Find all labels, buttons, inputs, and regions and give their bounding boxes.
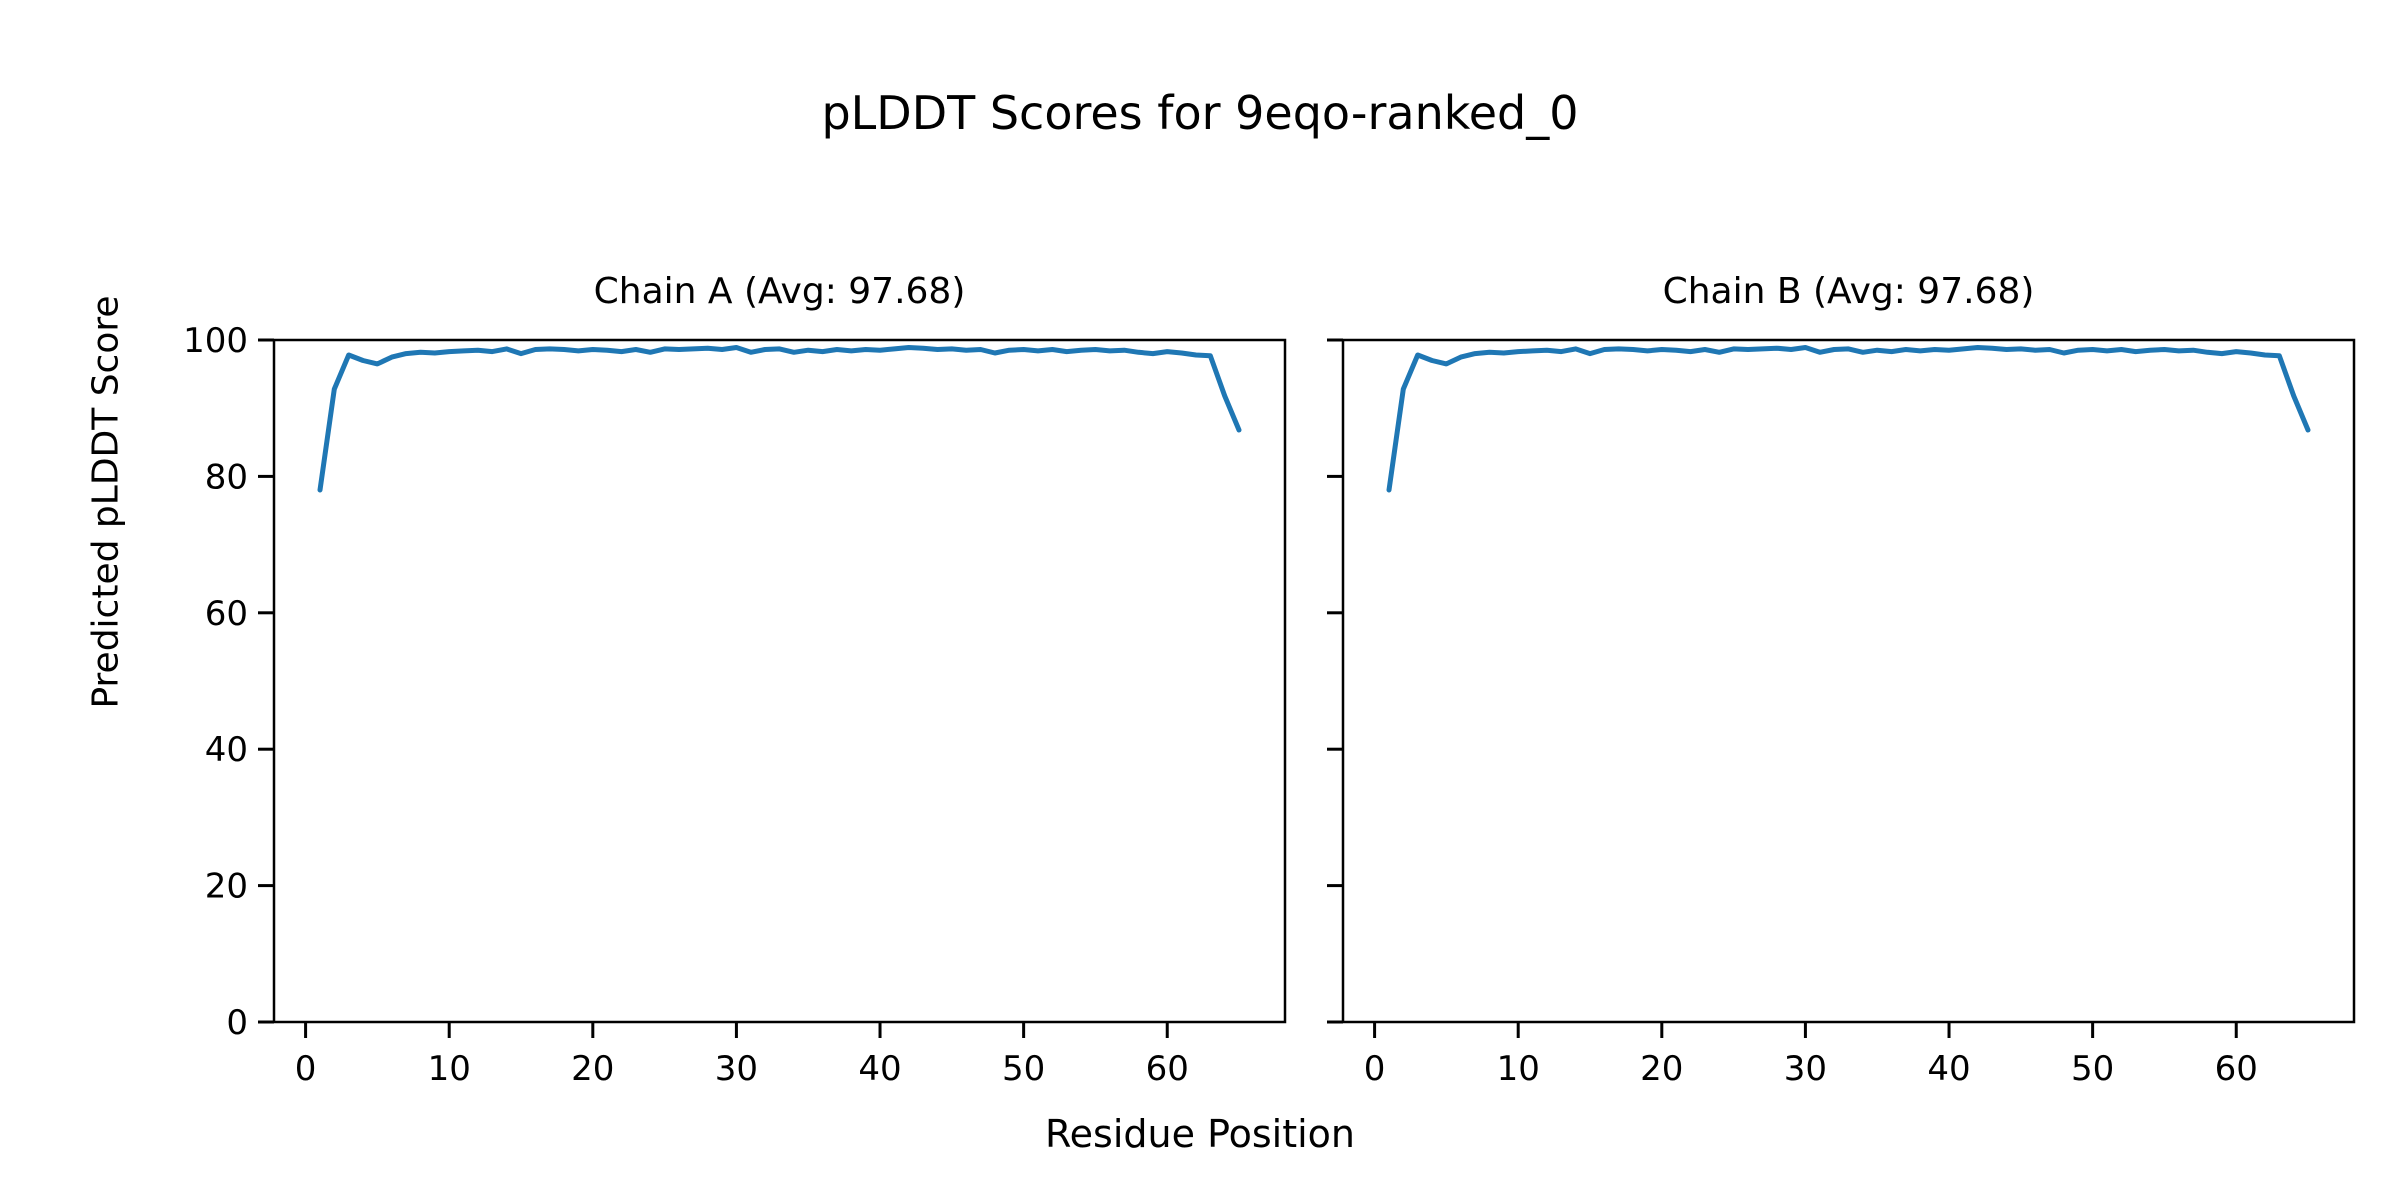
x-tick-label: 0 xyxy=(295,1049,317,1089)
x-tick-label: 30 xyxy=(715,1049,758,1089)
chain-a-subplot-title: Chain A (Avg: 97.68) xyxy=(593,271,966,312)
x-tick-label: 60 xyxy=(2215,1049,2258,1089)
plddt-line xyxy=(317,345,1242,493)
y-tick-label: 40 xyxy=(205,730,248,770)
x-tick-label: 40 xyxy=(858,1049,901,1089)
y-tick-label: 60 xyxy=(205,594,248,634)
axes-spines xyxy=(272,338,1287,1024)
axes-spines xyxy=(1341,338,2356,1024)
x-tick-label: 10 xyxy=(1497,1049,1540,1089)
chain-b-subplot-title: Chain B (Avg: 97.68) xyxy=(1662,271,2035,312)
chain-a-axes: 0 10 20 30 40 50 60 0 20 40 60 80 100 xyxy=(183,321,1287,1089)
x-tick-label: 20 xyxy=(571,1049,614,1089)
x-tick-label: 30 xyxy=(1784,1049,1827,1089)
x-tick-label: 0 xyxy=(1364,1049,1386,1089)
y-tick-label: 80 xyxy=(205,457,248,497)
x-tick-label: 10 xyxy=(428,1049,471,1089)
chain-b-axes: 0 10 20 30 40 50 60 xyxy=(1327,338,2356,1089)
x-tick-label: 40 xyxy=(1927,1049,1970,1089)
x-tick-label: 20 xyxy=(1640,1049,1683,1089)
x-tick-label: 50 xyxy=(2071,1049,2114,1089)
plddt-line xyxy=(1386,345,2311,493)
figure-title: pLDDT Scores for 9eqo-ranked_0 xyxy=(821,86,1579,140)
y-axis-label: Predicted pLDDT Score xyxy=(85,295,127,709)
y-tick-label: 0 xyxy=(226,1003,248,1043)
y-tick-label: 20 xyxy=(205,867,248,907)
x-tick-label: 60 xyxy=(1146,1049,1189,1089)
x-tick-label: 50 xyxy=(1002,1049,1045,1089)
y-tick-label: 100 xyxy=(183,321,248,361)
x-axis-label: Residue Position xyxy=(1044,1112,1356,1156)
